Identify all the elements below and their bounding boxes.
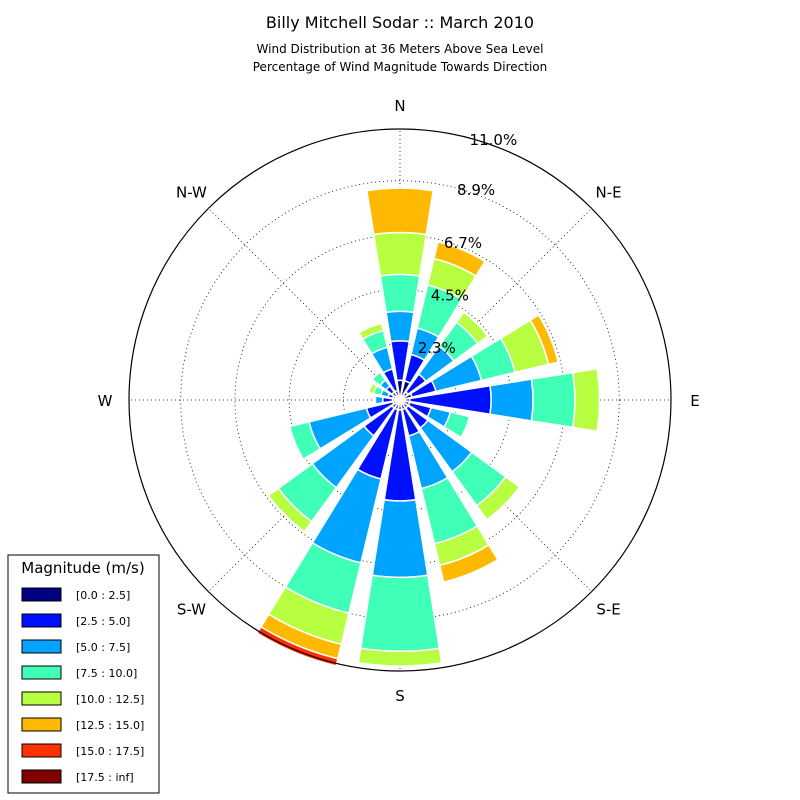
wind-rose-bars — [256, 187, 601, 667]
radial-tick-label-2: 6.7% — [444, 234, 482, 252]
bar-202.5-bin-6 — [256, 625, 339, 667]
legend-label-7: [17.5 : inf] — [76, 771, 134, 784]
bar-0-bin-5 — [365, 187, 435, 236]
chart-subtitle-line-1: Wind Distribution at 36 Meters Above Sea… — [257, 42, 544, 56]
legend-label-1: [2.5 : 5.0] — [76, 615, 130, 628]
bar-90-bin-2 — [489, 378, 534, 422]
legend: Magnitude (m/s) [0.0 : 2.5] [2.5 : 5.0] [5… — [7, 554, 160, 794]
sector-247.5 — [288, 399, 401, 461]
bar-0-bin-2 — [385, 310, 415, 343]
bar-45-bin-4 — [455, 311, 489, 345]
sector-157.5 — [399, 399, 499, 583]
direction-label-n: N — [394, 97, 405, 115]
sector-0 — [365, 187, 435, 401]
sector-315 — [371, 371, 401, 401]
radial-tick-label-3: 8.9% — [457, 181, 495, 199]
legend-label-3: [7.5 : 10.0] — [76, 667, 137, 680]
bar-90-bin-3 — [530, 371, 576, 429]
legend-label-2: [5.0 : 7.5] — [76, 641, 130, 654]
legend-swatch-6 — [21, 743, 62, 758]
legend-swatch-1 — [21, 613, 62, 628]
radial-tick-label-1: 4.5% — [431, 286, 469, 304]
bar-135-bin-4 — [475, 475, 521, 521]
bar-270-bin-2 — [374, 395, 384, 405]
bar-180-bin-2 — [371, 498, 429, 579]
bar-0-bin-3 — [379, 273, 421, 314]
legend-swatch-2 — [21, 639, 62, 654]
bar-247.5-bin-3 — [288, 420, 322, 461]
chart-subtitle-line-2: Percentage of Wind Magnitude Towards Dir… — [253, 60, 547, 74]
bar-225-bin-4 — [267, 487, 313, 533]
bar-112.5-bin-3 — [443, 411, 471, 439]
chart-title: Billy Mitchell Sodar :: March 2010 — [266, 13, 534, 32]
bar-180-bin-3 — [359, 574, 441, 653]
sector-225 — [267, 399, 401, 533]
legend-label-0: [0.0 : 2.5] — [76, 589, 130, 602]
legend-swatch-5 — [21, 717, 62, 732]
legend-swatch-0 — [21, 587, 62, 602]
radial-tick-label-4: 11.0% — [470, 131, 518, 149]
sector-292.5 — [367, 382, 401, 401]
legend-label-4: [10.0 : 12.5] — [76, 693, 144, 706]
sector-67.5 — [399, 314, 560, 401]
direction-label-n-e: N-E — [596, 183, 622, 201]
sector-180 — [357, 399, 443, 667]
bar-157.5-bin-5 — [438, 543, 499, 583]
direction-label-s: S — [395, 687, 405, 705]
legend-swatch-7 — [21, 769, 62, 784]
legend-label-6: [15.0 : 17.5] — [76, 745, 144, 758]
bar-292.5-bin-4 — [367, 382, 378, 395]
sector-135 — [399, 399, 521, 521]
direction-label-w: W — [98, 392, 113, 410]
sector-337.5 — [357, 322, 401, 401]
direction-label-e: E — [690, 392, 699, 410]
bar-337.5-bin-4 — [357, 322, 385, 341]
bar-180-bin-4 — [357, 647, 443, 667]
direction-labels: N N-E E S-E S S-W W N-W — [98, 97, 700, 705]
legend-title: Magnitude (m/s) — [21, 559, 144, 577]
radial-tick-labels: 2.3% 4.5% 6.7% 8.9% 11.0% — [418, 131, 518, 357]
bar-22.5-bin-5 — [433, 240, 486, 278]
radial-tick-label-0: 2.3% — [418, 339, 456, 357]
bar-0-bin-4 — [372, 231, 428, 277]
sector-22.5 — [399, 240, 486, 401]
bar-315-bin-3 — [371, 371, 387, 387]
polar-frame — [128, 128, 672, 672]
direction-label-s-e: S-E — [596, 601, 620, 619]
legend-swatch-3 — [21, 665, 62, 680]
direction-label-n-w: N-W — [176, 183, 207, 201]
sector-45 — [399, 311, 489, 401]
bar-67.5-bin-5 — [529, 314, 560, 366]
legend-items: [0.0 : 2.5] [2.5 : 5.0] [5.0 : 7.5] [7.5 : … — [21, 587, 144, 784]
bar-90-bin-4 — [571, 367, 601, 433]
direction-label-s-w: S-W — [177, 601, 206, 619]
sector-202.5 — [256, 399, 401, 667]
legend-label-5: [12.5 : 15.0] — [76, 719, 144, 732]
sector-112.5 — [399, 399, 471, 439]
sector-90 — [399, 367, 601, 433]
legend-swatch-4 — [21, 691, 62, 706]
